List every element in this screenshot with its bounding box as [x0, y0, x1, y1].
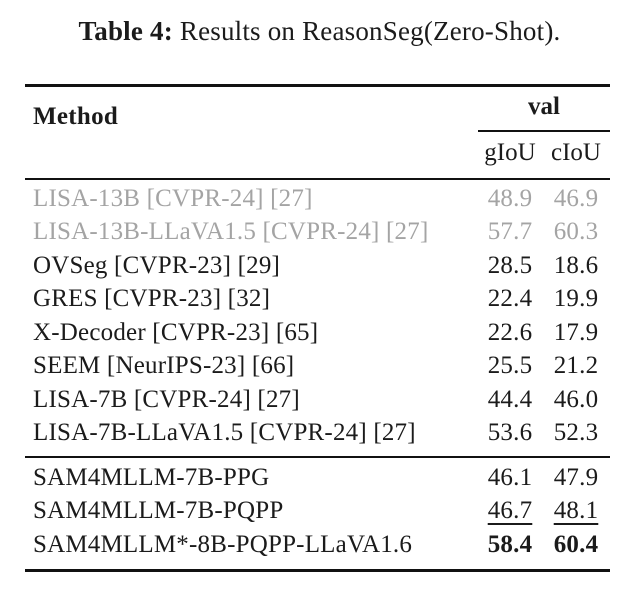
bottom-rule: [25, 569, 610, 572]
table-row: GRES [CVPR-23] [32] 22.4 19.9: [25, 283, 610, 317]
top-rule: [25, 84, 610, 87]
method-cell: SAM4MLLM*-8B-PQPP-LLaVA1.6: [33, 530, 413, 558]
table-row: SAM4MLLM-7B-PQPP 46.7 48.1: [25, 495, 610, 529]
giou-cell: 28.5: [487, 251, 533, 279]
method-cell: OVSeg [CVPR-23] [29]: [33, 251, 281, 279]
table-row: LISA-13B-LLaVA1.5 [CVPR-24] [27] 57.7 60…: [25, 216, 610, 250]
col-header-giou: gIoU: [484, 139, 536, 166]
giou-cell: 46.1: [487, 463, 533, 491]
table-row: X-Decoder [CVPR-23] [65] 22.6 17.9: [25, 316, 610, 350]
val-spanner-rule: [478, 130, 610, 132]
caption-text: Results on ReasonSeg(Zero-Shot).: [172, 16, 561, 46]
giou-cell: 53.6: [487, 419, 533, 447]
giou-cell: 22.4: [487, 285, 533, 313]
section-rule: [25, 456, 610, 458]
ciou-cell: 60.3: [553, 218, 599, 246]
col-header-ciou: cIoU: [551, 139, 601, 166]
table-row: LISA-13B [CVPR-24] [27] 48.9 46.9: [25, 182, 610, 216]
method-cell: SAM4MLLM-7B-PPG: [33, 463, 270, 491]
table-row: LISA-7B [CVPR-24] [27] 44.4 46.0: [25, 383, 610, 417]
giou-cell: 22.6: [487, 318, 533, 346]
ours-rows-section: SAM4MLLM-7B-PPG 46.1 47.9 SAM4MLLM-7B-PQ…: [25, 461, 610, 562]
header-rule: [25, 178, 610, 180]
method-cell: LISA-7B-LLaVA1.5 [CVPR-24] [27]: [33, 419, 416, 447]
giou-cell: 58.4: [487, 530, 533, 558]
ciou-cell: 46.0: [553, 385, 599, 413]
ciou-cell: 47.9: [553, 463, 599, 491]
method-cell: SEEM [NeurIPS-23] [66]: [33, 352, 295, 380]
ciou-cell: 60.4: [553, 530, 599, 558]
col-group-header-val: val: [528, 93, 560, 120]
table-row: SAM4MLLM*-8B-PQPP-LLaVA1.6 58.4 60.4: [25, 528, 610, 562]
baseline-rows-section: LISA-13B [CVPR-24] [27] 48.9 46.9 LISA-1…: [25, 182, 610, 450]
giou-cell: 48.9: [487, 184, 533, 212]
ciou-cell: 21.2: [553, 352, 599, 380]
method-cell: SAM4MLLM-7B-PQPP: [33, 497, 284, 525]
giou-cell: 44.4: [487, 385, 533, 413]
table-caption: Table 4: Results on ReasonSeg(Zero-Shot)…: [0, 16, 639, 47]
col-header-method: Method: [33, 103, 119, 130]
table-row: LISA-7B-LLaVA1.5 [CVPR-24] [27] 53.6 52.…: [25, 417, 610, 451]
ciou-cell: 18.6: [553, 251, 599, 279]
ciou-cell: 17.9: [553, 318, 599, 346]
giou-cell: 46.7: [487, 497, 533, 525]
method-cell: LISA-7B [CVPR-24] [27]: [33, 385, 300, 413]
method-cell: LISA-13B-LLaVA1.5 [CVPR-24] [27]: [33, 218, 429, 246]
table-row: SEEM [NeurIPS-23] [66] 25.5 21.2: [25, 350, 610, 384]
table-row: OVSeg [CVPR-23] [29] 28.5 18.6: [25, 249, 610, 283]
method-cell: LISA-13B [CVPR-24] [27]: [33, 184, 313, 212]
giou-cell: 25.5: [487, 352, 533, 380]
ciou-cell: 48.1: [553, 497, 599, 525]
ciou-cell: 19.9: [553, 285, 599, 313]
ciou-cell: 46.9: [553, 184, 599, 212]
table-row: SAM4MLLM-7B-PPG 46.1 47.9: [25, 461, 610, 495]
giou-cell: 57.7: [487, 218, 533, 246]
caption-label: Table 4:: [78, 16, 173, 46]
ciou-cell: 52.3: [553, 419, 599, 447]
method-cell: GRES [CVPR-23] [32]: [33, 285, 271, 313]
method-cell: X-Decoder [CVPR-23] [65]: [33, 318, 319, 346]
